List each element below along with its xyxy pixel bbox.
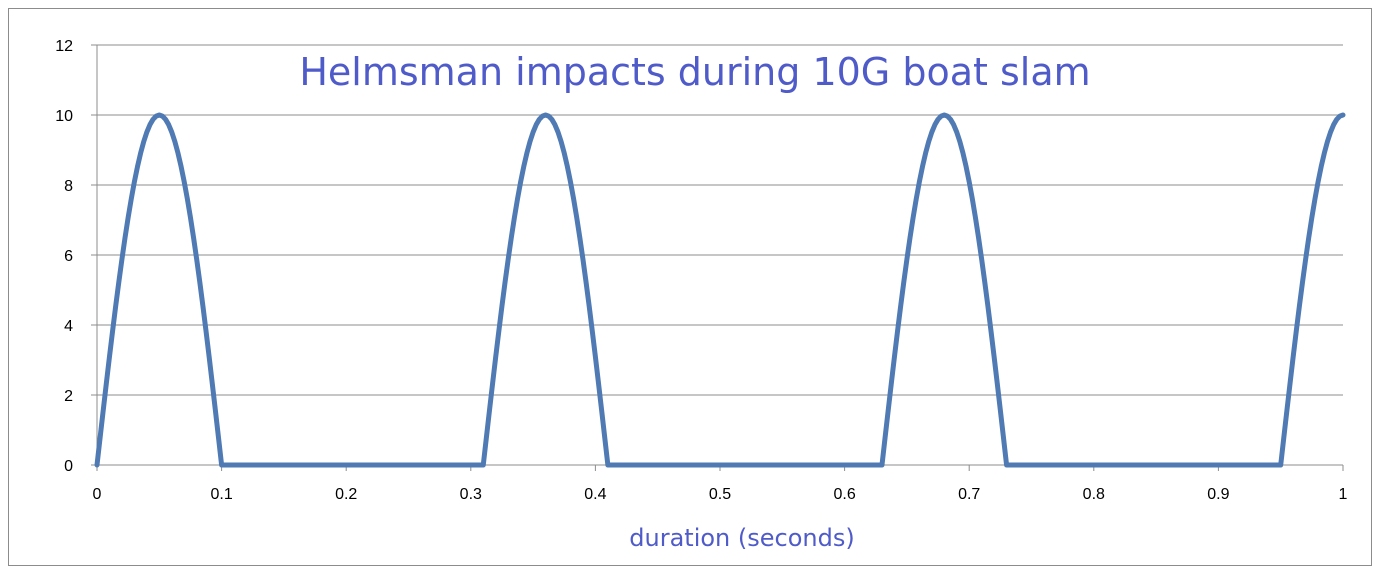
- y-tick-label: 12: [55, 38, 73, 55]
- axes: [91, 44, 1344, 471]
- x-tick-labels: 0 0.1 0.2 0.3 0.4 0.5 0.6 0.7 0.8 0.9 1: [93, 486, 1348, 503]
- chart-frame: [8, 8, 1372, 566]
- x-tick-label: 0.9: [1207, 486, 1229, 503]
- x-tick-label: 0.4: [584, 486, 606, 503]
- x-tick-label: 0.2: [335, 486, 357, 503]
- gridlines: [97, 44, 1343, 396]
- x-tick-label: 0.1: [210, 486, 232, 503]
- x-tick-label: 0.5: [709, 486, 731, 503]
- y-tick-label: 0: [64, 458, 73, 475]
- y-tick-label: 6: [64, 248, 73, 265]
- x-tick-label: 0: [93, 486, 102, 503]
- x-tick-label: 0.8: [1083, 486, 1105, 503]
- x-tick-label: 0.3: [460, 486, 482, 503]
- x-tick-label: 0.7: [958, 486, 980, 503]
- chart-title: Helmsman impacts during 10G boat slam: [299, 50, 1090, 94]
- x-tick-label: 0.6: [833, 486, 855, 503]
- x-axis-label: duration (seconds): [629, 524, 854, 552]
- x-tick-label: 1: [1339, 486, 1348, 503]
- y-tick-label: 4: [64, 318, 73, 335]
- y-tick-label: 2: [64, 388, 73, 405]
- series-line: [94, 112, 1346, 468]
- y-tick-label: 8: [64, 178, 73, 195]
- y-tick-label: 10: [55, 108, 73, 125]
- y-tick-labels: 0 2 4 6 8 10 12: [55, 38, 73, 475]
